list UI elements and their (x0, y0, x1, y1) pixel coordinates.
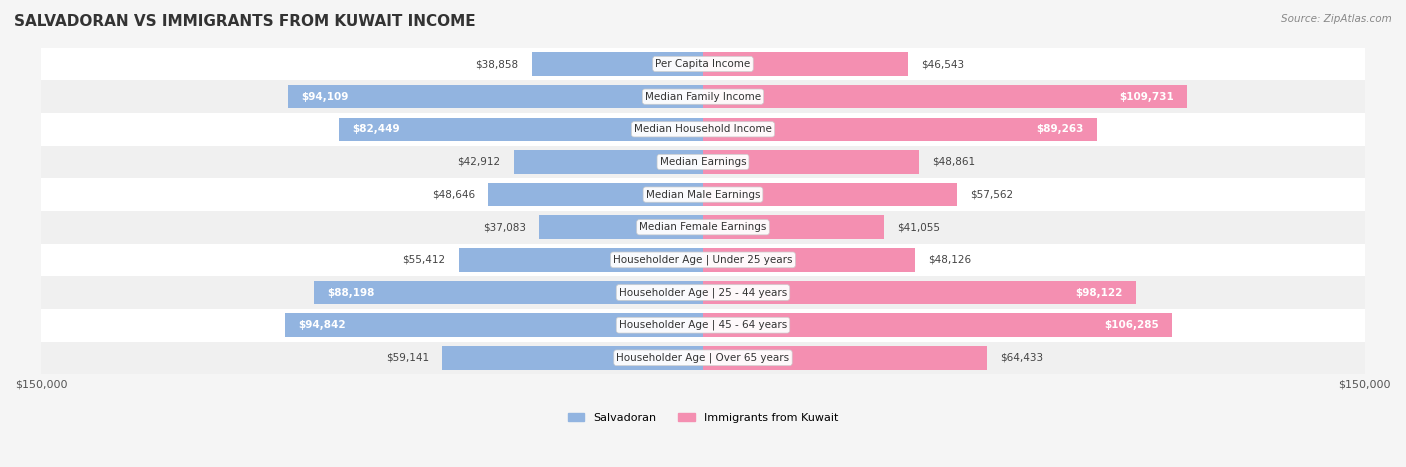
Text: Householder Age | 45 - 64 years: Householder Age | 45 - 64 years (619, 320, 787, 331)
Text: Median Earnings: Median Earnings (659, 157, 747, 167)
Text: Householder Age | 25 - 44 years: Householder Age | 25 - 44 years (619, 287, 787, 298)
Bar (41, 48, 1365, 80)
Text: $38,858: $38,858 (475, 59, 519, 69)
Text: $98,122: $98,122 (1076, 288, 1122, 297)
Bar (513, 150, 703, 174)
Text: Median Male Earnings: Median Male Earnings (645, 190, 761, 199)
Bar (41, 113, 1365, 146)
Text: Householder Age | Under 25 years: Householder Age | Under 25 years (613, 255, 793, 265)
Bar (703, 52, 908, 76)
Text: $109,731: $109,731 (1119, 92, 1174, 102)
Text: $48,861: $48,861 (932, 157, 974, 167)
Bar (284, 313, 703, 337)
Text: $41,055: $41,055 (897, 222, 941, 232)
Text: Per Capita Income: Per Capita Income (655, 59, 751, 69)
Bar (703, 85, 1187, 108)
Text: $46,543: $46,543 (921, 59, 965, 69)
Bar (441, 346, 703, 369)
Bar (488, 183, 703, 206)
Bar (703, 346, 987, 369)
Text: $37,083: $37,083 (484, 222, 526, 232)
Text: SALVADORAN VS IMMIGRANTS FROM KUWAIT INCOME: SALVADORAN VS IMMIGRANTS FROM KUWAIT INC… (14, 14, 475, 29)
Bar (41, 178, 1365, 211)
Text: Median Household Income: Median Household Income (634, 124, 772, 134)
Bar (41, 276, 1365, 309)
Bar (41, 146, 1365, 178)
Legend: Salvadoran, Immigrants from Kuwait: Salvadoran, Immigrants from Kuwait (564, 408, 842, 427)
Text: $88,198: $88,198 (328, 288, 374, 297)
Bar (339, 118, 703, 141)
Bar (314, 281, 703, 304)
Text: $48,126: $48,126 (928, 255, 972, 265)
Bar (703, 215, 884, 239)
Bar (41, 244, 1365, 276)
Bar (703, 183, 957, 206)
Bar (703, 313, 1171, 337)
Bar (703, 118, 1097, 141)
Text: $89,263: $89,263 (1036, 124, 1084, 134)
Bar (703, 150, 918, 174)
Text: $64,433: $64,433 (1001, 353, 1043, 363)
Bar (41, 341, 1365, 374)
Bar (540, 215, 703, 239)
Text: Householder Age | Over 65 years: Householder Age | Over 65 years (616, 353, 790, 363)
Text: Source: ZipAtlas.com: Source: ZipAtlas.com (1281, 14, 1392, 24)
Text: $57,562: $57,562 (970, 190, 1014, 199)
Text: Median Female Earnings: Median Female Earnings (640, 222, 766, 232)
Bar (703, 281, 1136, 304)
Text: $42,912: $42,912 (457, 157, 501, 167)
Text: $94,842: $94,842 (298, 320, 346, 330)
Text: $82,449: $82,449 (353, 124, 401, 134)
Bar (288, 85, 703, 108)
Text: $106,285: $106,285 (1104, 320, 1159, 330)
Bar (703, 248, 915, 272)
Bar (41, 309, 1365, 341)
Text: $94,109: $94,109 (301, 92, 349, 102)
Text: Median Family Income: Median Family Income (645, 92, 761, 102)
Bar (458, 248, 703, 272)
Text: $48,646: $48,646 (432, 190, 475, 199)
Bar (531, 52, 703, 76)
Bar (41, 80, 1365, 113)
Text: $55,412: $55,412 (402, 255, 446, 265)
Text: $59,141: $59,141 (385, 353, 429, 363)
Bar (41, 211, 1365, 244)
